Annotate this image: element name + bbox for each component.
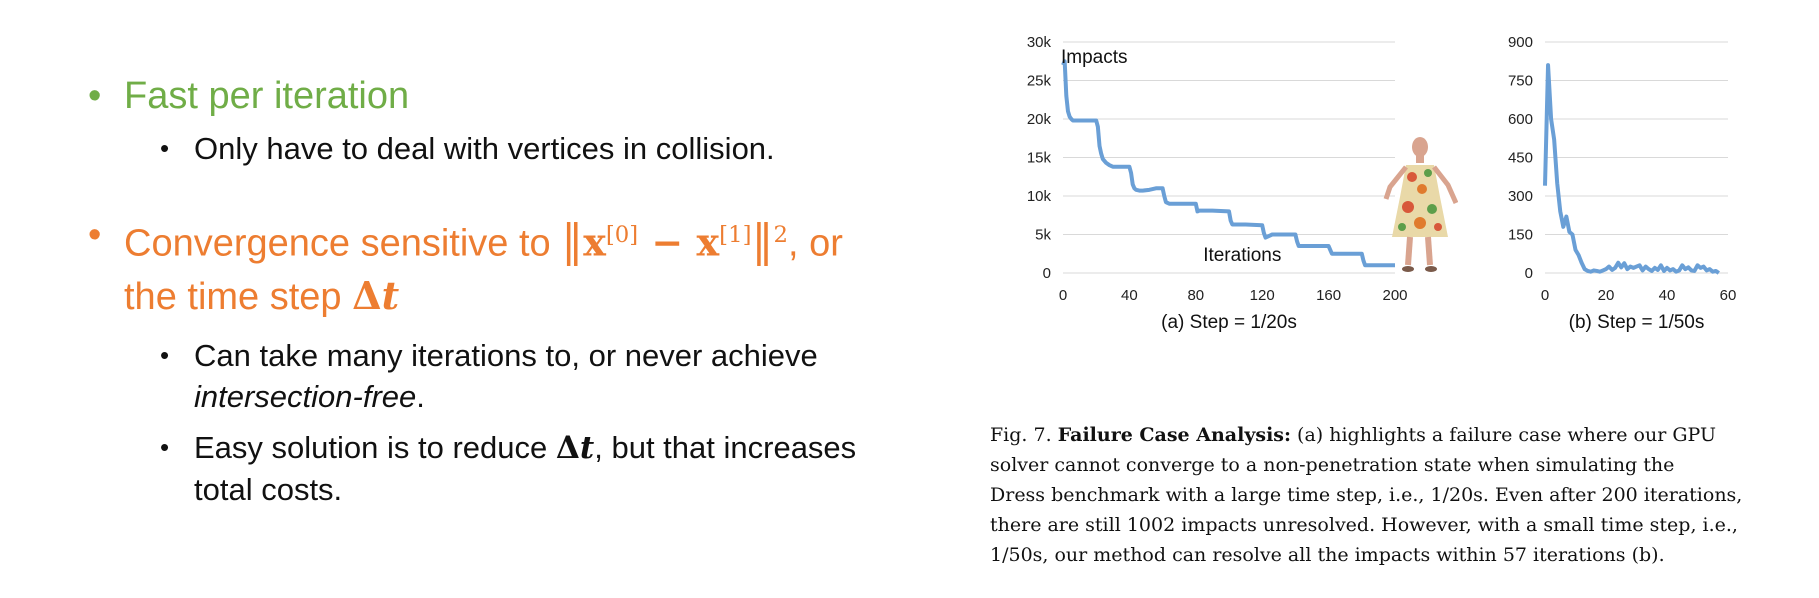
- caption-line2: solver cannot converge to a non-penetrat…: [990, 454, 1675, 476]
- chart-title: (b) Step = 1/50s: [1569, 312, 1705, 333]
- sub-bullet-easy-solution: • Easy solution is to reduce Δt, but tha…: [88, 427, 968, 510]
- x-tick-label: 0: [1059, 287, 1067, 304]
- caption-line1: (a) highlights a failure case where our …: [1297, 424, 1716, 446]
- x-axis-label: Iterations: [1203, 245, 1281, 266]
- y-tick-label: 10k: [1027, 188, 1052, 205]
- x0-base: x: [583, 219, 606, 265]
- y-tick-label: 15k: [1027, 150, 1052, 167]
- y-tick-label: 600: [1508, 111, 1533, 128]
- bullet-text-mid: , or: [787, 222, 843, 265]
- bullet-dot: •: [160, 133, 170, 163]
- t-symbol: t: [381, 272, 400, 318]
- bullet-dot: •: [160, 431, 170, 462]
- norm-close: ‖: [751, 215, 774, 267]
- bullet-text-pre: Easy solution is to reduce: [194, 429, 556, 465]
- y-tick-label: 750: [1508, 73, 1533, 90]
- y-tick-label: 0: [1043, 265, 1051, 282]
- bullet-text: Only have to deal with vertices in colli…: [194, 131, 775, 166]
- x-tick-label: 80: [1187, 287, 1204, 304]
- x1-base: x: [696, 219, 720, 265]
- sub-bullet-iterations: • Can take many iterations to, or never …: [88, 335, 968, 417]
- series-line: [1061, 59, 1395, 268]
- caption-bold: Failure Case Analysis:: [1057, 424, 1291, 446]
- y-tick-label: 5k: [1035, 227, 1051, 244]
- y-tick-label: 0: [1525, 265, 1533, 282]
- caption-line4: there are still 1002 impacts unresolved.…: [990, 514, 1738, 536]
- y-tick-label: 25k: [1027, 73, 1052, 90]
- y-tick-label: 900: [1508, 34, 1533, 51]
- dress-figure-image: [1383, 137, 1458, 272]
- x0-sup: [0]: [605, 222, 639, 248]
- y-tick-label: 20k: [1027, 111, 1052, 128]
- bullet-dot: •: [88, 214, 102, 256]
- x-tick-label: 20: [1598, 287, 1615, 304]
- bullet-tail: .: [416, 378, 425, 414]
- chart-title: (a) Step = 1/20s: [1161, 312, 1297, 333]
- bullet-dot: •: [88, 75, 102, 117]
- y-tick-label: 150: [1508, 227, 1533, 244]
- y-axis-label: Impacts: [1061, 47, 1128, 68]
- bullet-convergence: • Convergence sensitive to ‖x[0] − x[1]‖…: [88, 209, 968, 323]
- delta-symbol: Δ: [555, 429, 580, 466]
- bullet-text: Fast per iteration: [124, 75, 410, 117]
- y-tick-label: 300: [1508, 188, 1533, 205]
- caption-line3: Dress benchmark with a large time step, …: [990, 484, 1743, 506]
- x-tick-label: 40: [1121, 287, 1138, 304]
- x-tick-label: 40: [1659, 287, 1676, 304]
- bullet-dot: •: [160, 339, 170, 370]
- series-line: [1543, 63, 1720, 275]
- y-tick-label: 450: [1508, 150, 1533, 167]
- norm-open: ‖: [561, 215, 584, 267]
- bullet-text-post: , but that increases: [594, 429, 857, 465]
- x-tick-label: 0: [1541, 287, 1549, 304]
- x-tick-label: 200: [1382, 287, 1407, 304]
- x-tick-label: 120: [1250, 287, 1275, 304]
- bullet-text-line2: total costs.: [194, 471, 343, 507]
- sub-bullet-vertices: • Only have to deal with vertices in col…: [88, 128, 968, 169]
- x-tick-label: 160: [1316, 287, 1341, 304]
- delta-symbol: Δ: [352, 272, 382, 318]
- bullet-text-line2: the time step: [124, 275, 353, 318]
- bullet-list: • Fast per iteration • Only have to deal…: [88, 70, 968, 510]
- minus: −: [638, 219, 697, 265]
- squared: 2: [773, 222, 788, 248]
- bullet-text: Can take many iterations to, or never ac…: [194, 337, 818, 373]
- caption-fig-label: Fig. 7.: [990, 424, 1052, 446]
- x-tick-label: 60: [1720, 287, 1737, 304]
- bullet-text-pre: Convergence sensitive to: [124, 222, 562, 265]
- x1-sup: [1]: [719, 222, 752, 248]
- bullet-italic: intersection-free: [194, 378, 417, 414]
- t-symbol: t: [579, 429, 595, 466]
- caption-line5: 1/50s, our method can resolve all the im…: [990, 544, 1665, 566]
- y-tick-label: 30k: [1027, 34, 1052, 51]
- figure-caption: Fig. 7. Failure Case Analysis: (a) highl…: [990, 420, 1750, 570]
- bullet-fast-per-iteration: • Fast per iteration: [88, 70, 968, 122]
